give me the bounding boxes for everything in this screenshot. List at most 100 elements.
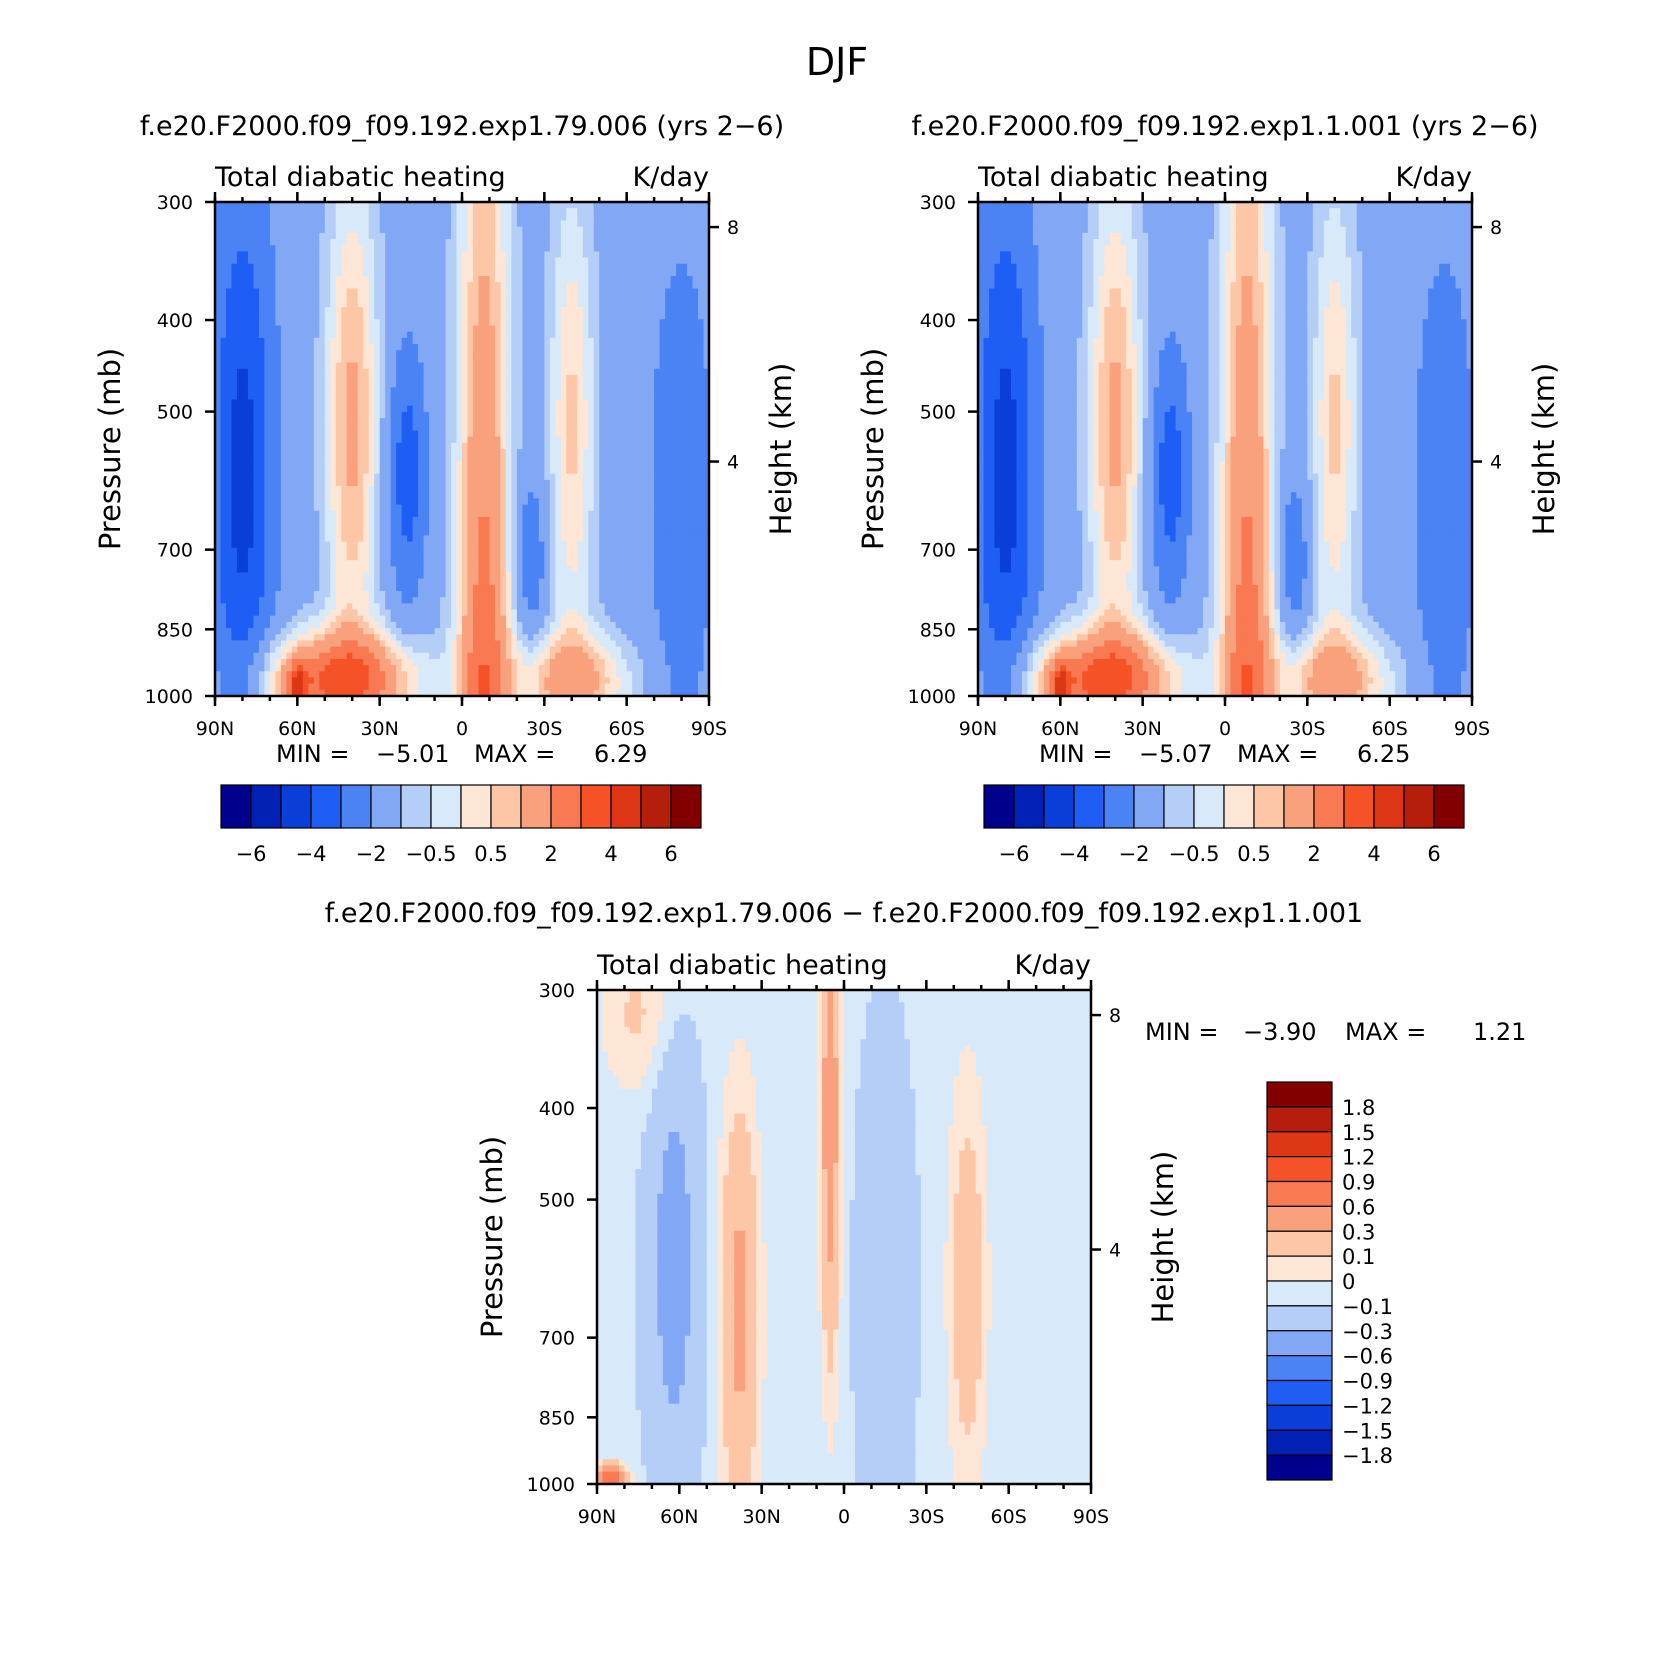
contour-cell xyxy=(472,424,480,432)
contour-cell xyxy=(335,467,342,475)
contour-cell xyxy=(357,245,364,252)
contour-cell xyxy=(451,300,458,308)
contour-cell xyxy=(247,523,255,530)
contour-cell xyxy=(451,294,458,302)
contour-cell xyxy=(440,393,447,401)
contour-cell xyxy=(703,337,710,345)
contour-cell xyxy=(527,455,534,462)
contour-cell xyxy=(324,245,331,252)
contour-cell xyxy=(698,449,705,456)
contour-cell xyxy=(423,362,430,370)
contour-cell xyxy=(511,356,518,364)
contour-cell xyxy=(280,381,287,388)
contour-cell xyxy=(489,337,496,345)
contour-cell xyxy=(275,288,282,296)
contour-cell xyxy=(291,202,298,209)
contour-cell xyxy=(505,455,512,462)
contour-cell xyxy=(236,306,244,314)
contour-cell xyxy=(511,269,518,277)
contour-cell xyxy=(610,251,617,259)
contour-cell xyxy=(291,381,298,388)
contour-cell xyxy=(291,344,298,351)
contour-cell xyxy=(483,473,491,481)
contour-cell xyxy=(654,473,661,481)
contour-cell xyxy=(588,486,595,493)
contour-cell xyxy=(423,535,430,543)
contour-cell xyxy=(698,300,705,308)
contour-cell xyxy=(489,245,496,252)
contour-cell xyxy=(412,529,419,537)
contour-cell xyxy=(549,387,556,395)
contour-cell xyxy=(516,220,523,228)
contour-cell xyxy=(423,294,430,302)
contour-cell xyxy=(604,306,611,314)
contour-cell xyxy=(665,504,672,512)
contour-cell xyxy=(401,535,408,543)
contour-cell xyxy=(483,418,491,425)
contour-cell xyxy=(253,208,260,215)
contour-cell xyxy=(626,387,633,395)
contour-cell xyxy=(571,381,578,388)
contour-cell xyxy=(286,325,293,333)
contour-cell xyxy=(604,245,611,252)
contour-cell xyxy=(681,350,688,357)
contour-cell xyxy=(220,325,227,333)
contour-cell xyxy=(319,362,326,370)
contour-cell xyxy=(368,529,375,537)
contour-cell xyxy=(604,239,611,246)
contour-cell xyxy=(593,535,600,543)
contour-cell xyxy=(566,473,573,481)
contour-cell xyxy=(472,492,480,499)
contour-cell xyxy=(659,436,666,444)
contour-cell xyxy=(522,418,529,425)
contour-cell xyxy=(637,393,644,401)
contour-cell xyxy=(659,381,666,388)
contour-cell xyxy=(341,288,348,296)
contour-cell xyxy=(401,276,408,283)
contour-cell xyxy=(324,251,331,259)
contour-cell xyxy=(549,405,556,413)
contour-cell xyxy=(308,226,315,234)
contour-cell xyxy=(599,300,606,308)
contour-cell xyxy=(330,467,337,475)
contour-cell xyxy=(280,368,287,376)
contour-cell xyxy=(555,368,562,376)
contour-cell xyxy=(456,535,463,543)
contour-cell xyxy=(291,220,298,228)
contour-cell xyxy=(390,473,397,481)
contour-cell xyxy=(588,350,595,357)
contour-cell xyxy=(297,362,304,370)
contour-cell xyxy=(330,498,337,506)
contour-cell xyxy=(258,276,265,283)
contour-cell xyxy=(599,399,606,407)
contour-cell xyxy=(357,424,364,432)
contour-cell xyxy=(412,418,419,425)
contour-cell xyxy=(533,504,540,512)
contour-cell xyxy=(478,418,485,425)
contour-cell xyxy=(533,257,540,265)
contour-cell xyxy=(604,479,611,487)
contour-cell xyxy=(500,387,507,395)
contour-cell xyxy=(215,442,222,450)
contour-cell xyxy=(604,257,611,265)
contour-cell xyxy=(225,337,233,345)
contour-cell xyxy=(692,516,699,524)
contour-cell xyxy=(258,510,265,518)
contour-cell xyxy=(385,529,392,537)
contour-cell xyxy=(374,516,381,524)
contour-cell xyxy=(291,288,298,296)
contour-cell xyxy=(560,288,567,296)
contour-cell xyxy=(516,405,523,413)
contour-cell xyxy=(440,226,447,234)
contour-cell xyxy=(412,331,419,339)
contour-cell xyxy=(643,436,650,444)
contour-cell xyxy=(346,300,353,308)
contour-cell xyxy=(286,269,293,277)
contour-cell xyxy=(236,399,244,407)
contour-cell xyxy=(385,442,392,450)
contour-cell xyxy=(615,226,622,234)
contour-cell xyxy=(335,220,342,228)
contour-cell xyxy=(390,288,397,296)
contour-cell xyxy=(626,418,633,425)
contour-cell xyxy=(571,461,578,469)
